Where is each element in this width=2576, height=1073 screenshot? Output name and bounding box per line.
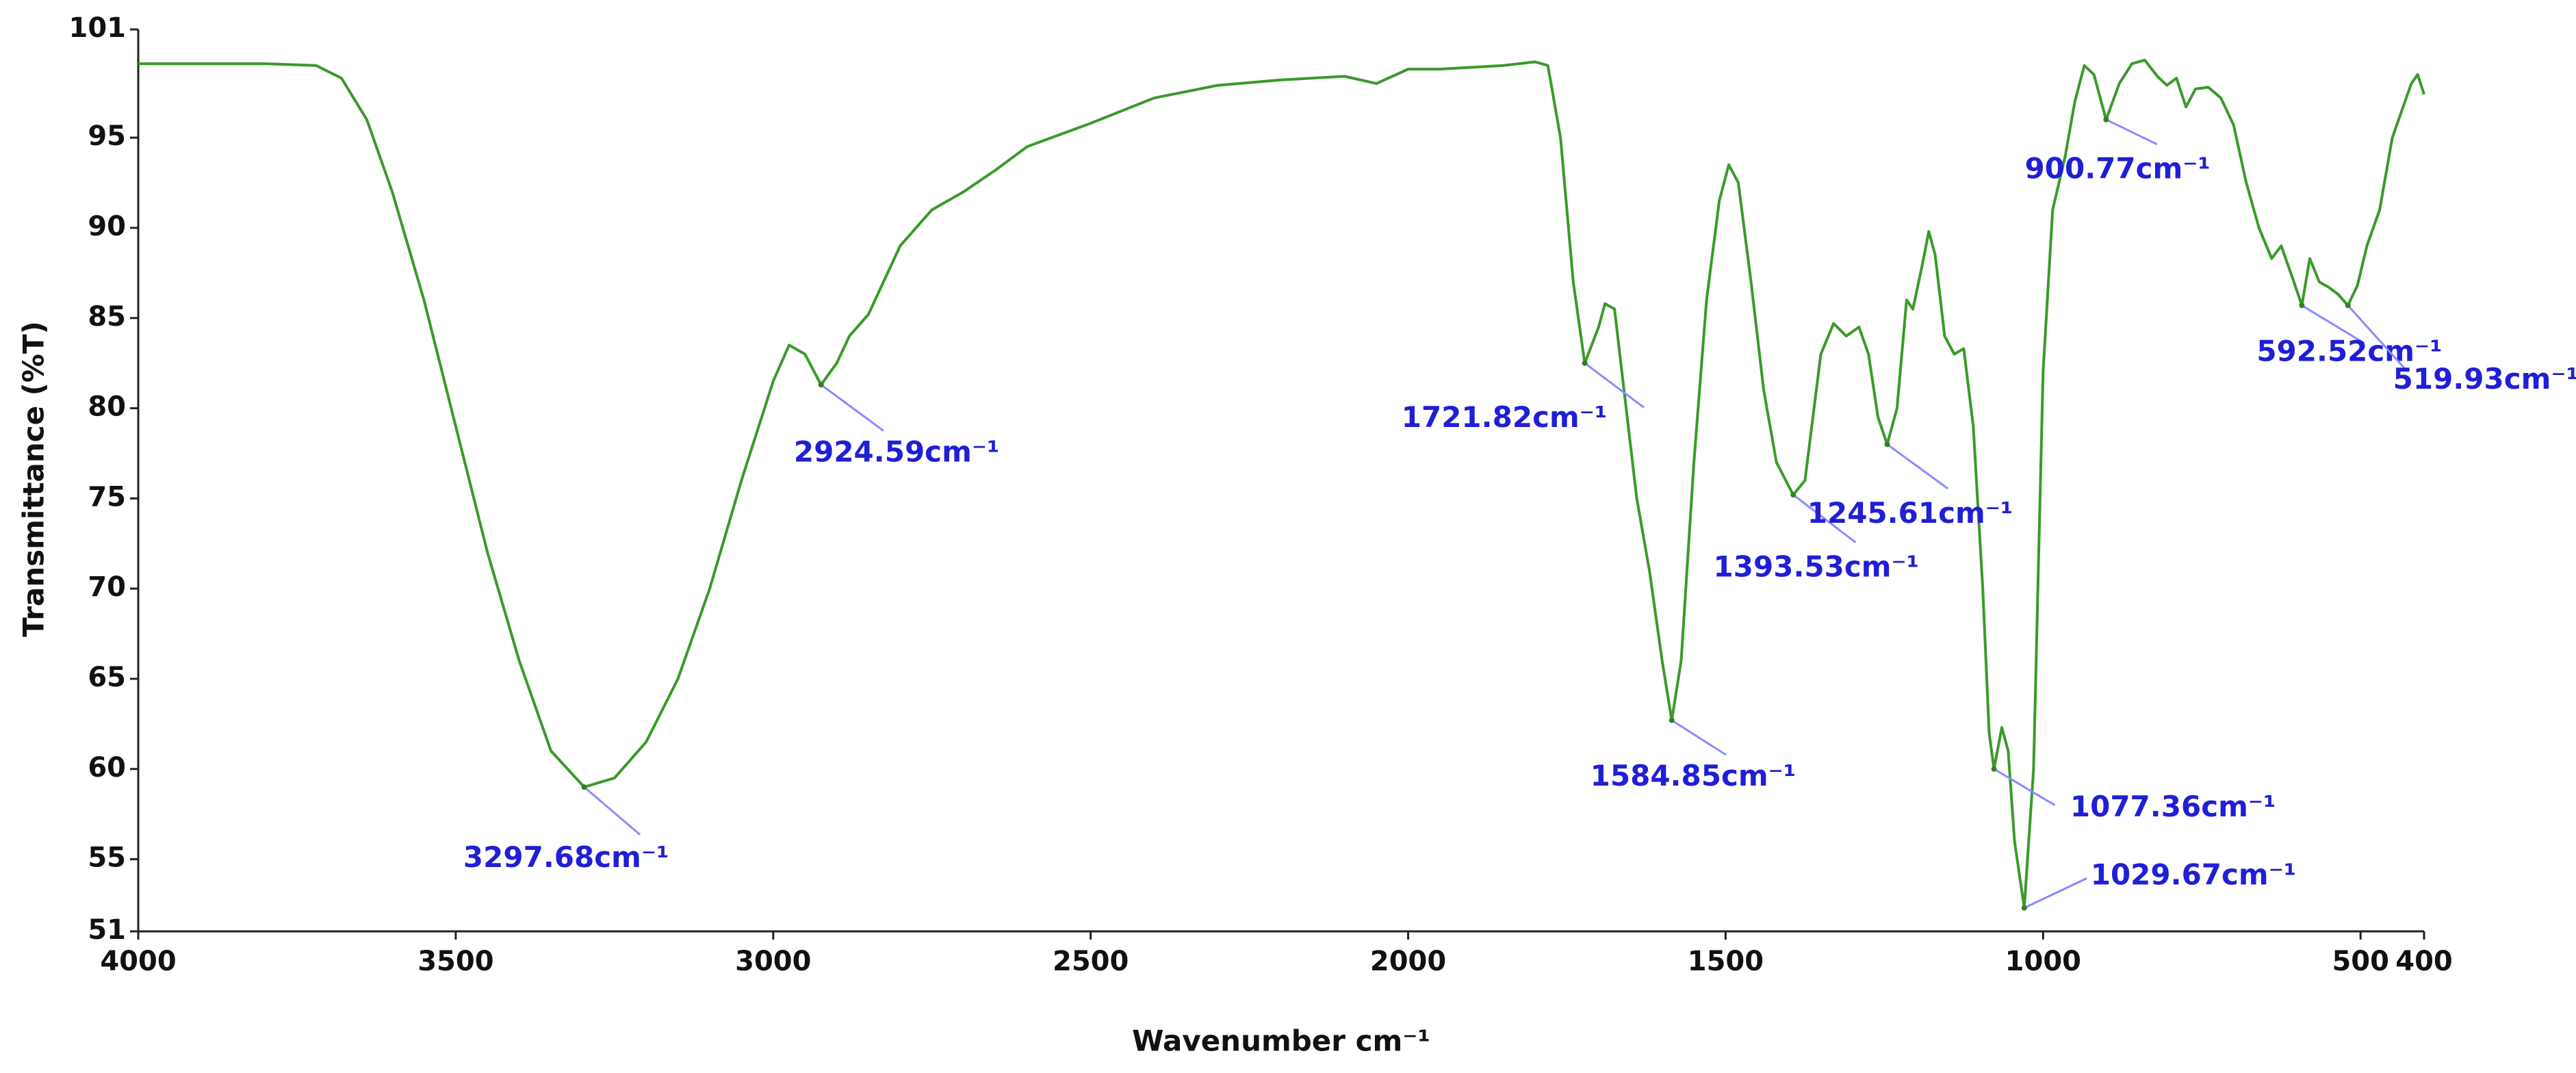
annotation-leader bbox=[2105, 118, 2158, 146]
y-tick-label: 101 bbox=[69, 12, 127, 44]
peak-marker bbox=[1582, 360, 1588, 366]
x-tick-label: 400 bbox=[2395, 946, 2453, 977]
x-tick-label: 500 bbox=[2332, 946, 2389, 977]
x-axis-title: Wavenumber cm⁻¹ bbox=[1132, 1024, 1430, 1058]
annotation-label: 1393.53cm⁻¹ bbox=[1714, 550, 1920, 584]
annotation-label: 592.52cm⁻¹ bbox=[2256, 334, 2442, 367]
y-tick-label: 95 bbox=[88, 120, 126, 152]
annotation-leader bbox=[1671, 719, 1727, 756]
peak-marker bbox=[1790, 492, 1796, 498]
peak-marker bbox=[1991, 766, 1997, 772]
y-tick-label: 51 bbox=[88, 914, 126, 946]
peak-marker bbox=[1884, 441, 1890, 448]
x-tick-label: 1500 bbox=[1688, 946, 1764, 977]
x-tick-label: 1000 bbox=[2005, 946, 2081, 977]
peak-marker bbox=[818, 382, 824, 388]
annotation-leader bbox=[820, 384, 884, 432]
annotation-leader bbox=[2347, 305, 2408, 372]
x-tick-label: 3500 bbox=[417, 946, 493, 977]
annotation-label: 519.93cm⁻¹ bbox=[2393, 362, 2576, 396]
x-tick-label: 3000 bbox=[735, 946, 811, 977]
annotation-label: 900.77cm⁻¹ bbox=[2025, 152, 2211, 185]
peak-marker bbox=[2021, 905, 2027, 911]
x-tick-label: 4000 bbox=[100, 946, 176, 977]
peak-marker bbox=[2103, 116, 2109, 122]
y-tick-label: 90 bbox=[88, 211, 126, 242]
peak-marker bbox=[581, 784, 587, 790]
annotation-label: 1245.61cm⁻¹ bbox=[1807, 496, 2013, 530]
y-tick-label: 65 bbox=[88, 662, 126, 693]
annotation-leader bbox=[1993, 768, 2056, 806]
annotation-label: 2924.59cm⁻¹ bbox=[794, 435, 1000, 469]
annotation-leader bbox=[1792, 493, 1857, 543]
y-tick-label: 60 bbox=[88, 752, 126, 784]
peak-marker bbox=[2299, 302, 2305, 309]
annotation-leader bbox=[2301, 305, 2365, 344]
y-axis-title: Transmittance (%T) bbox=[17, 321, 51, 637]
annotation-label: 3297.68cm⁻¹ bbox=[463, 840, 669, 874]
y-tick-label: 70 bbox=[88, 571, 126, 603]
y-tick-label: 75 bbox=[88, 481, 126, 513]
peak-marker bbox=[1669, 717, 1675, 723]
annotation-leader bbox=[1584, 362, 1645, 409]
annotation-label: 1721.82cm⁻¹ bbox=[1402, 400, 1608, 434]
y-tick-label: 85 bbox=[88, 301, 126, 333]
y-tick-label: 80 bbox=[88, 391, 126, 423]
annotation-leader bbox=[583, 786, 641, 836]
y-tick-label: 55 bbox=[88, 842, 126, 874]
x-tick-label: 2000 bbox=[1370, 946, 1446, 977]
annotation-label: 1584.85cm⁻¹ bbox=[1590, 759, 1796, 792]
peak-marker bbox=[2345, 302, 2351, 309]
annotation-label: 1029.67cm⁻¹ bbox=[2091, 858, 2297, 892]
annotation-label: 1077.36cm⁻¹ bbox=[2070, 790, 2276, 823]
annotation-leader bbox=[2024, 877, 2087, 909]
x-tick-label: 2500 bbox=[1053, 946, 1129, 977]
spectrum-line bbox=[138, 58, 2425, 909]
annotation-leader bbox=[1886, 443, 1949, 490]
